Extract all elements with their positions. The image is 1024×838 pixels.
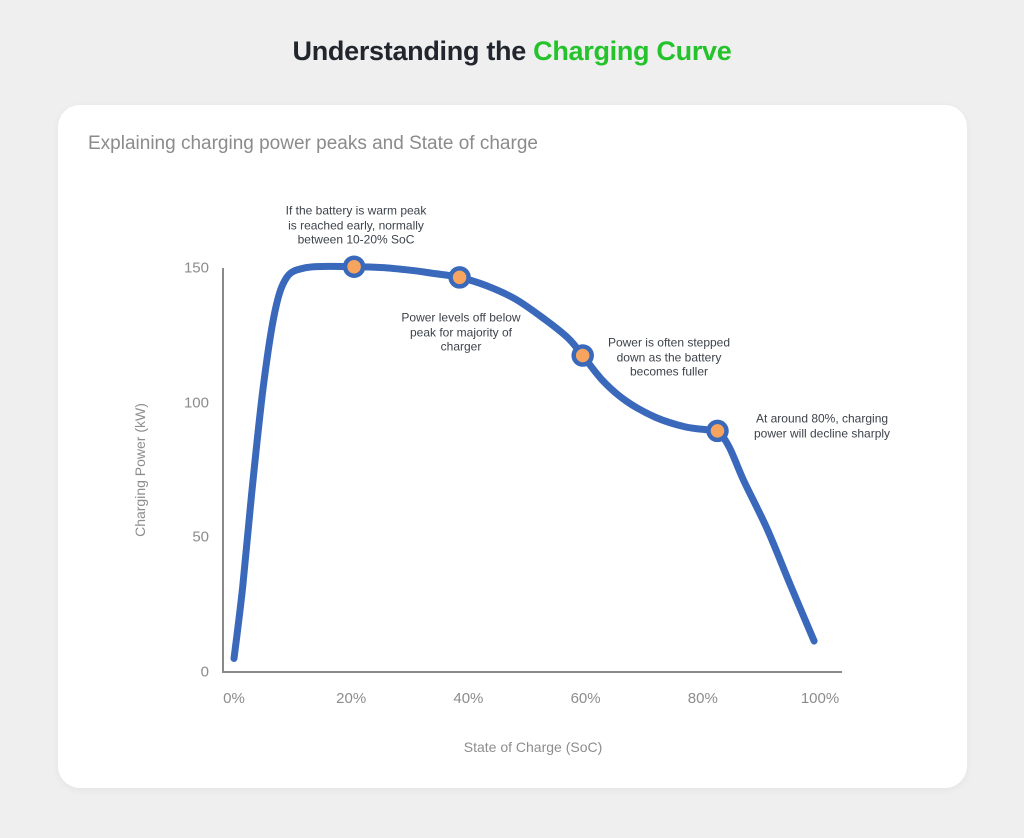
y-tick-150: 150 — [183, 259, 209, 277]
y-tick-100: 100 — [183, 394, 209, 412]
x-axis-label: State of Charge (SoC) — [463, 739, 603, 755]
y-tick-50: 50 — [192, 528, 209, 546]
curve-marker-4 — [706, 419, 729, 443]
x-tick-80: 80% — [687, 690, 718, 707]
axes-lines — [222, 268, 842, 673]
y-tick-0: 0 — [200, 663, 209, 681]
chart-card: Explaining charging power peaks and Stat… — [58, 105, 967, 788]
card-subtitle: Explaining charging power peaks and Stat… — [88, 133, 538, 154]
page-title-highlight: Charging Curve — [533, 36, 732, 66]
x-tick-60: 60% — [570, 690, 601, 707]
curve-marker-1 — [342, 255, 366, 278]
annotation-4: At around 80%, charging power will decli… — [753, 411, 891, 441]
page-title: Understanding the Charging Curve — [0, 36, 1024, 67]
curve-marker-3 — [571, 344, 594, 367]
annotation-2: Power levels off below peak for majority… — [401, 310, 521, 354]
annotation-3: Power is often stepped down as the batte… — [607, 335, 731, 379]
chart-canvas — [222, 255, 842, 673]
x-tick-20: 20% — [336, 690, 367, 707]
x-tick-40: 40% — [453, 690, 484, 707]
curve-marker-2 — [448, 266, 471, 289]
page-title-prefix: Understanding the — [292, 36, 527, 66]
charging-curve-chart: Charging Power (kW) 0 50 100 150 0% 20% 40% 60… — [58, 105, 967, 788]
x-tick-100: 100% — [800, 690, 840, 707]
x-tick-0: 0% — [223, 690, 245, 707]
annotation-1: If the battery is warm peak is reached e… — [285, 203, 427, 247]
